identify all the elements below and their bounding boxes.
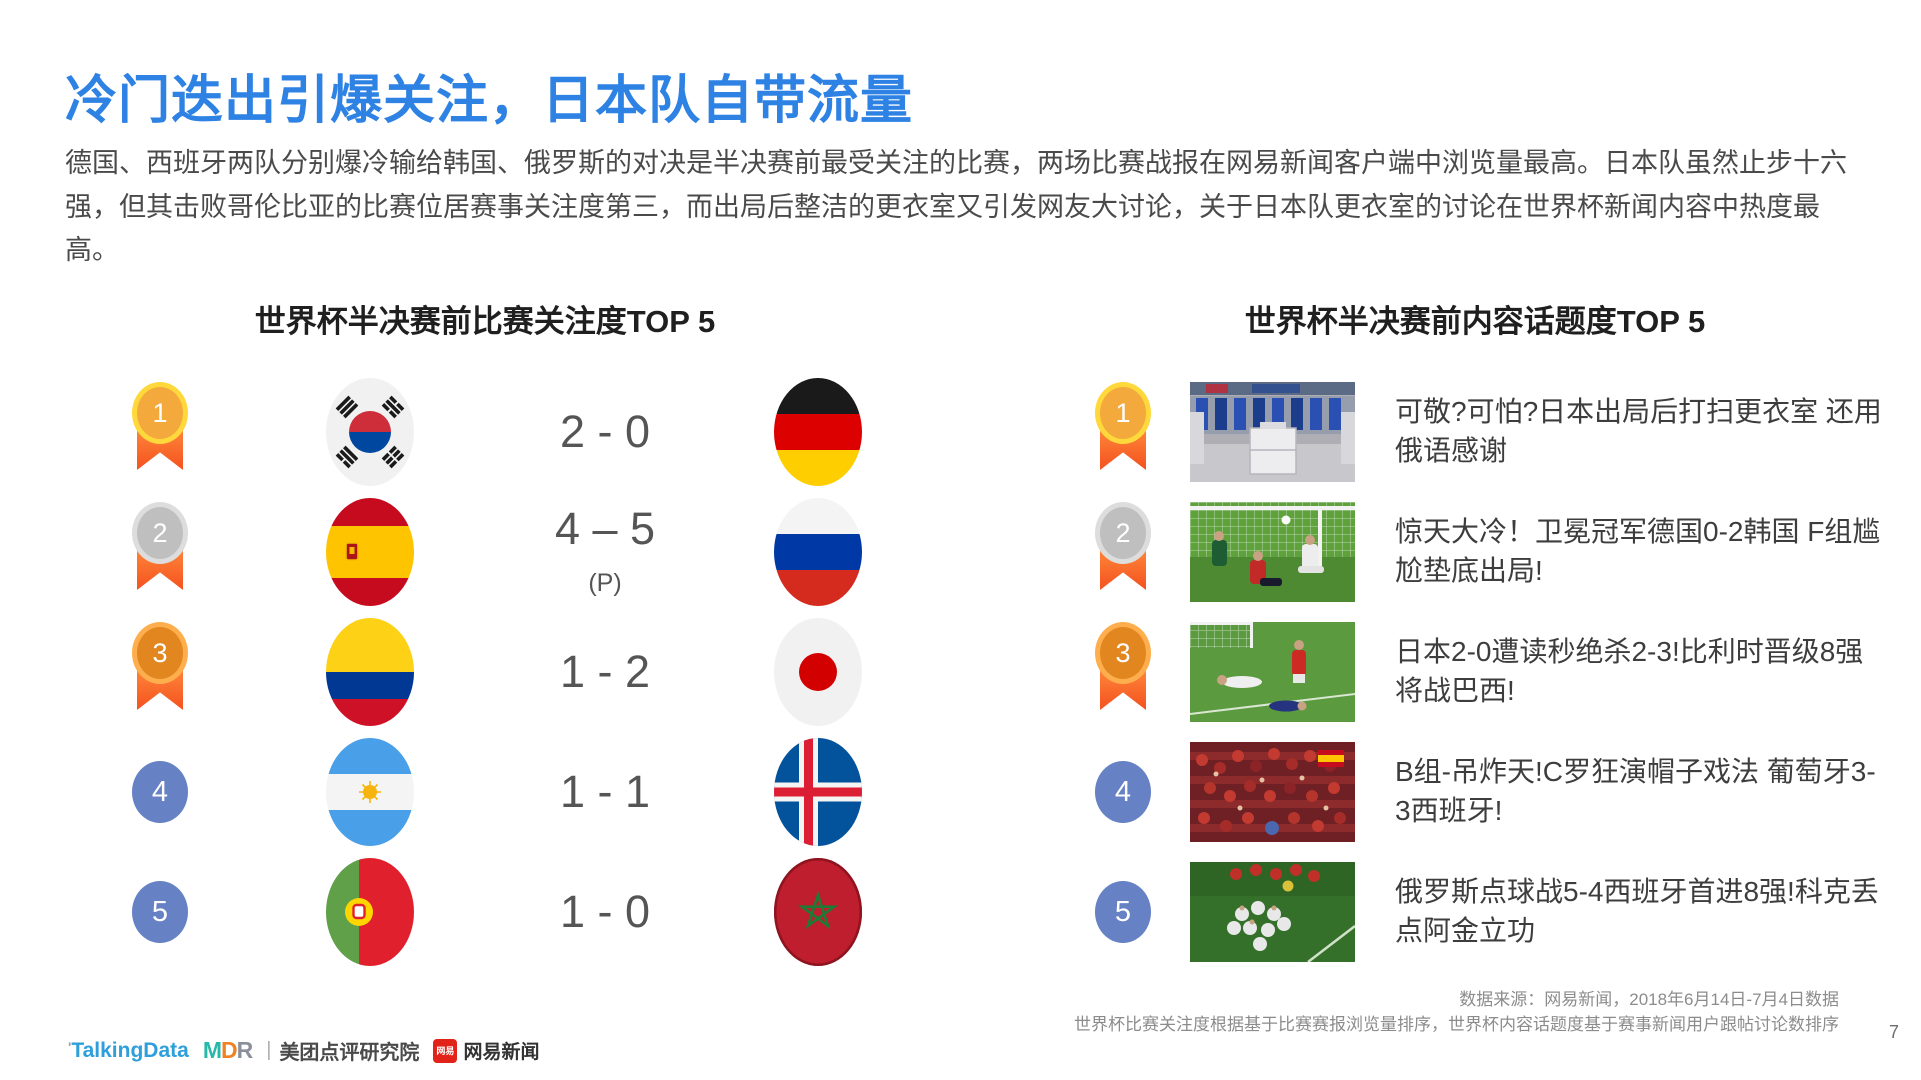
rank-number: 1 [132, 382, 188, 444]
rank-3-medal-icon: 3 [132, 622, 188, 722]
rank-number: 4 [132, 761, 188, 823]
topic-row-1: 1 可敬?可怕?日本出局后打扫更衣室 还用俄语感谢 [1095, 372, 1885, 492]
match-score: 2 - 0 [559, 406, 651, 458]
rank-4-medal-icon: 4 [132, 761, 188, 823]
topic-row-2: 2 惊天大冷！卫冕冠军德国0-2韩国 F组尴尬垫底出局! [1095, 492, 1885, 612]
flag-japan-icon [773, 618, 862, 726]
rank-number: 2 [1095, 502, 1151, 564]
flag-south-korea-icon [326, 378, 414, 486]
topic-headline: 惊天大冷！卫冕冠军德国0-2韩国 F组尴尬垫底出局! [1395, 516, 1881, 586]
match-row-5: 5 1 - 0 [65, 852, 910, 972]
match-row-4: 4 1 - 1 [65, 732, 910, 852]
rank-number: 3 [1095, 622, 1151, 684]
japan-belgium-pitch-photo [1190, 622, 1355, 722]
topic-ranking-header: 世界杯半决赛前内容话题度TOP 5 [1244, 304, 1706, 339]
flag-germany-icon [773, 378, 862, 486]
topic-headline: 可敬?可怕?日本出局后打扫更衣室 还用俄语感谢 [1395, 396, 1882, 466]
logo-bar: 'TalkingData MDR | 美团点评研究院 网易 网易新闻 [68, 1036, 539, 1065]
meituan-research-logo: 美团点评研究院 [279, 1042, 420, 1064]
rank-number: 3 [132, 622, 188, 684]
match-row-2: 2 4 – 5 (P) [65, 492, 910, 612]
netease-news-logo: 网易 网易新闻 [433, 1037, 539, 1064]
mdr-logo: MDR [202, 1037, 253, 1063]
rank-3-medal-icon: 3 [1095, 622, 1151, 722]
flag-russia-icon [773, 498, 862, 606]
topic-ranking-list: 1 可敬?可怕?日本出局后打扫更衣室 还用俄语感谢 2 [1095, 372, 1885, 972]
match-row-3: 3 1 - 2 [65, 612, 910, 732]
flag-colombia-icon [326, 618, 414, 726]
flag-iceland-icon [773, 738, 862, 846]
talkingdata-tick-icon: ' [68, 1038, 72, 1055]
netease-badge-icon: 网易 [433, 1038, 458, 1063]
locker-room-photo [1190, 382, 1355, 482]
match-ranking-list: 1 [65, 372, 910, 972]
rank-number: 4 [1095, 761, 1151, 823]
rank-5-medal-icon: 5 [1095, 881, 1151, 943]
rank-1-medal-icon: 1 [132, 382, 188, 482]
topic-headline: B组-吊炸天!C罗狂演帽子戏法 葡萄牙3-3西班牙! [1395, 756, 1876, 826]
flag-morocco-icon [773, 858, 862, 966]
talkingdata-logo: 'TalkingData [68, 1038, 189, 1062]
match-score: 4 – 5 (P) [554, 502, 656, 597]
topic-row-3: 3 日本2-0遭读秒绝杀2-3!比利时晋级8强将战巴西! [1095, 612, 1885, 732]
flag-portugal-icon [326, 858, 414, 966]
rank-2-medal-icon: 2 [132, 502, 188, 602]
rank-2-medal-icon: 2 [1095, 502, 1151, 602]
rank-number: 5 [1095, 881, 1151, 943]
match-score: 1 - 1 [559, 766, 651, 818]
topic-headline: 日本2-0遭读秒绝杀2-3!比利时晋级8强将战巴西! [1395, 636, 1864, 706]
penalty-celebration-photo [1190, 862, 1355, 962]
source-line-1: 数据来源：网易新闻，2018年6月14日-7月4日数据 [1459, 990, 1839, 1009]
page-number: 7 [1888, 1022, 1899, 1042]
rank-1-medal-icon: 1 [1095, 382, 1151, 482]
penalty-note: (P) [588, 569, 622, 597]
germany-korea-goal-photo [1190, 502, 1355, 602]
topic-row-4: 4 [1095, 732, 1885, 852]
match-ranking-header: 世界杯半决赛前比赛关注度TOP 5 [254, 304, 716, 339]
topic-row-5: 5 俄罗斯点球战5-4西班牙首进8强!科克丢点阿金立功 [1095, 852, 1885, 972]
netease-news-label: 网易新闻 [463, 1042, 540, 1063]
red-fans-crowd-photo [1190, 742, 1355, 842]
source-line-2: 世界杯比赛关注度根据基于比赛赛报浏览量排序，世界杯内容话题度基于赛事新闻用户跟帖… [1074, 1014, 1839, 1034]
flag-spain-icon [326, 498, 414, 606]
rank-number: 2 [132, 502, 188, 564]
data-source-note: 数据来源：网易新闻，2018年6月14日-7月4日数据 世界杯比赛关注度根据基于… [1074, 988, 1839, 1037]
logo-divider: | [266, 1039, 272, 1061]
rank-5-medal-icon: 5 [132, 881, 188, 943]
intro-paragraph: 德国、西班牙两队分别爆冷输给韩国、俄罗斯的对决是半决赛前最受关注的比赛，两场比赛… [65, 148, 1847, 266]
rank-number: 5 [132, 881, 188, 943]
rank-4-medal-icon: 4 [1095, 761, 1151, 823]
topic-headline: 俄罗斯点球战5-4西班牙首进8强!科克丢点阿金立功 [1395, 876, 1879, 946]
match-row-1: 1 [65, 372, 910, 492]
rank-number: 1 [1095, 382, 1151, 444]
match-score: 1 - 0 [559, 886, 651, 938]
page-title: 冷门迭出引爆关注，日本队自带流量 [65, 72, 914, 130]
flag-argentina-icon [326, 738, 414, 846]
match-score: 1 - 2 [559, 646, 651, 698]
